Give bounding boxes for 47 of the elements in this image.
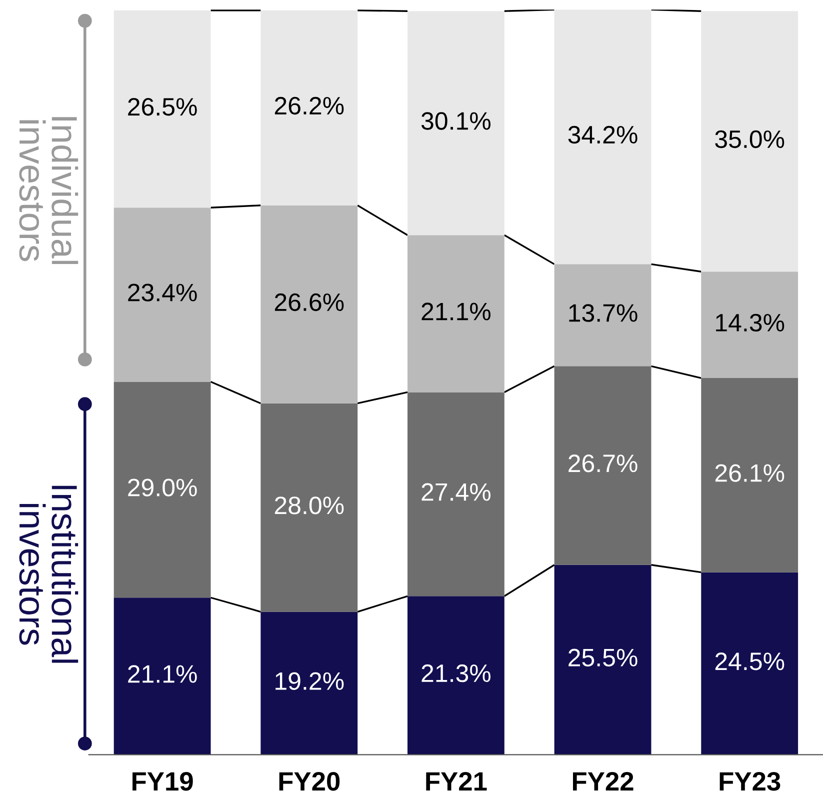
data-label: 30.1% (421, 112, 490, 130)
text: Institutional investors (19, 486, 78, 663)
data-label: 34.2% (568, 126, 638, 144)
bar (701, 572, 798, 755)
bar (407, 596, 504, 755)
data-label: 21.1% (128, 665, 197, 683)
data-label: 19.2% (276, 672, 344, 690)
bar (554, 564, 652, 755)
data-label: 28.0% (274, 496, 344, 514)
bar (407, 392, 504, 596)
data-label: 27.4% (422, 483, 490, 501)
bar (701, 11, 798, 272)
data-label: 35.0% (715, 130, 784, 148)
x-tick-label: FY20 (279, 772, 340, 791)
data-label: 26.7% (568, 454, 638, 472)
x-tick-label: FY19 (132, 772, 193, 791)
bar (554, 264, 652, 366)
data-label: 21.3% (422, 664, 490, 682)
data-label: 26.6% (274, 293, 344, 312)
data-label: 26.1% (715, 464, 784, 482)
data-label: 24.5% (715, 652, 784, 670)
bar (701, 378, 798, 572)
bar (114, 10, 211, 208)
bar (407, 235, 504, 392)
bar (260, 612, 358, 755)
bar (114, 598, 211, 755)
data-label: 23.4% (128, 284, 197, 302)
data-label: 25.5% (568, 648, 638, 666)
bar (554, 10, 652, 264)
data-label: 29.0% (128, 478, 197, 496)
data-label: 14.3% (716, 314, 784, 332)
data-label: 26.5% (128, 98, 197, 116)
x-tick-label: FY23 (720, 772, 780, 791)
bar (114, 208, 211, 382)
bar (407, 11, 504, 236)
data-label: 21.1% (422, 302, 490, 320)
bar (114, 382, 211, 598)
bar (554, 366, 652, 565)
x-tick-label: FY22 (572, 772, 634, 790)
x-tick-label: FY21 (426, 772, 487, 790)
text: Individual investors (19, 117, 78, 264)
data-label: 13.7% (569, 304, 638, 322)
bar (260, 205, 358, 404)
bar (701, 272, 798, 378)
bar (260, 403, 358, 612)
data-label: 26.2% (274, 96, 344, 115)
bar (260, 10, 358, 206)
